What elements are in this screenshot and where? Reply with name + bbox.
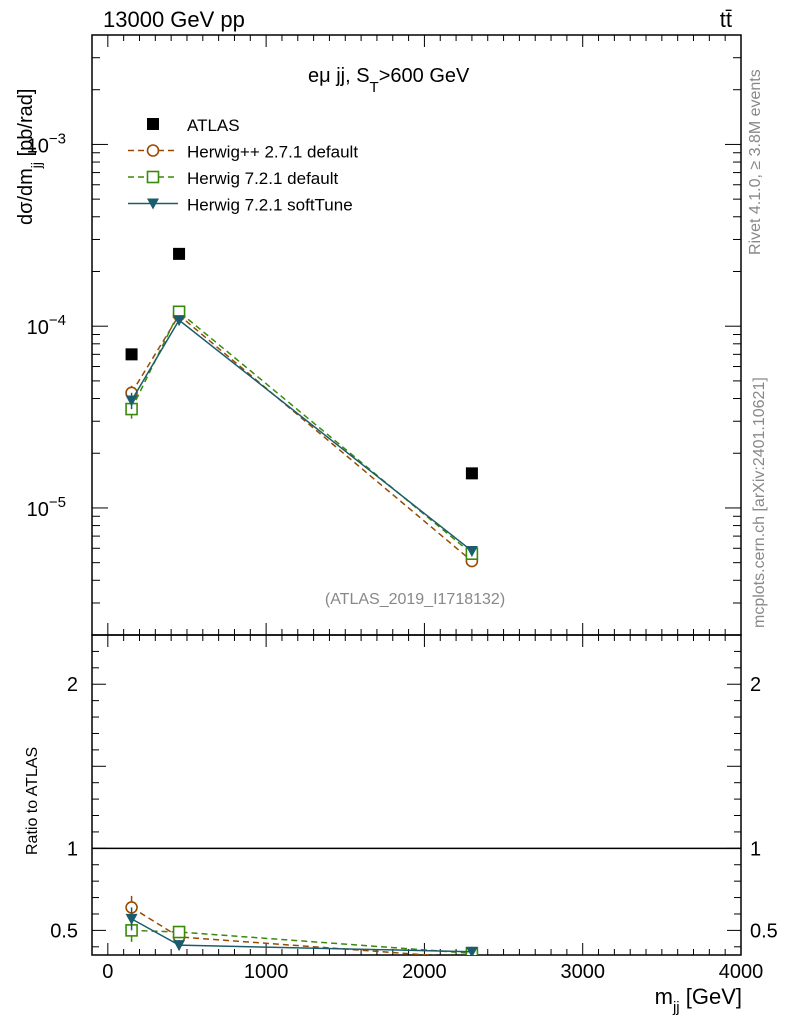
main-data-point [173,247,186,260]
legend-label: Herwig 7.2.1 softTune [187,196,353,215]
legend-label: ATLAS [187,116,240,135]
main-data-point [125,395,138,407]
legend-marker [147,198,159,210]
x-axis-label: mjj [GeV] [655,984,742,1016]
main-data-point [125,348,138,361]
ratio-data-point [172,925,186,939]
ratio-plot-frame [91,634,742,956]
ratio-tick-label-left: 1 [67,838,78,860]
main-data-point [465,545,478,557]
main-data-point [465,467,478,480]
analysis-id-label: (ATLAS_2019_I1718132) [325,591,505,608]
ratio-series-line [131,929,472,955]
y-tick-label: 10−5 [27,494,66,521]
ratio-data-point [173,940,186,952]
legend-label: Herwig 7.2.1 default [187,169,338,188]
legend-marker [146,170,160,184]
x-tick-label: 3000 [560,961,605,983]
ratio-tick-label-right: 0.5 [750,920,778,942]
ratio-y-axis-label: Ratio to ATLAS [24,747,41,855]
main-data-point [173,315,186,327]
ratio-clipped-group [125,895,479,955]
main-series-layer [125,247,479,568]
ratio-data-point [465,946,478,955]
mcplots-source-label: mcplots.cern.ch [arXiv:2401.10621] [751,377,768,628]
y-tick-label: 10−3 [27,130,66,157]
y-tick-label: 10−4 [27,312,66,339]
process-label: tt̄ [720,7,732,32]
main-series-line [130,310,473,555]
plot-title: eμ jj, ST>600 GeV [308,65,470,96]
ratio-data-point [125,913,138,925]
legend-marker [146,144,160,157]
collision-label: 13000 GeV pp [103,7,245,32]
ratio-tick-label-right: 2 [750,674,761,696]
ratio-tick-label-left: 0.5 [50,920,78,942]
legend-marker [147,118,159,130]
axis-ticks: 0 1000 2000 3000 4000 10−5 10−4 10−3 0.5 0.5 1 1 2 2 [27,34,778,983]
x-tick-label: 0 [102,961,113,983]
main-series-line [130,314,473,562]
x-tick-label: 1000 [244,961,289,983]
ratio-tick-label-right: 1 [750,838,761,860]
ratio-series-layer [125,895,479,955]
legend: ATLAS Herwig++ 2.7.1 default Herwig 7.2.1 … [128,116,358,215]
legend-label: Herwig++ 2.7.1 default [187,143,358,162]
ratio-tick-label-left: 2 [67,674,78,696]
rivet-version-label: Rivet 4.1.0, ≥ 3.8M events [747,69,764,255]
y-axis-label: dσ/dmjj [pb/rad] [15,89,44,225]
main-series-line [130,318,473,552]
x-tick-label: 4000 [719,961,764,983]
x-tick-label: 2000 [402,961,447,983]
